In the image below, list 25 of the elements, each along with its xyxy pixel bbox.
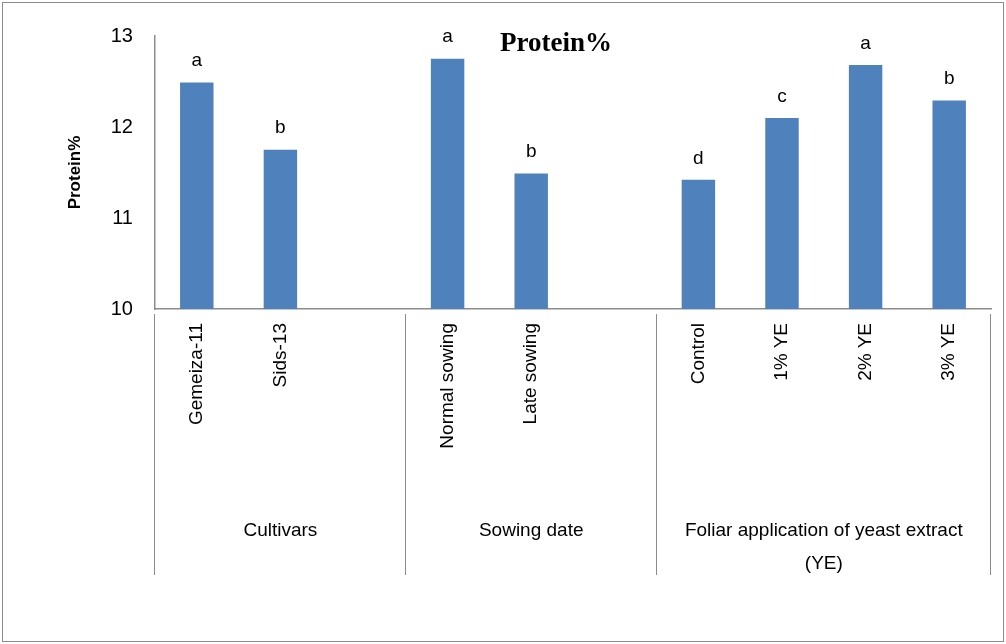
x-tick-label: Gemeiza-11 [185,323,207,426]
y-tick-label: 10 [110,296,133,319]
x-tick-label: Normal sowing [435,323,457,449]
x-tick-label: Control [686,323,708,385]
data-label: b [943,67,955,89]
data-label: a [191,49,203,71]
data-label: b [525,140,537,162]
chart-title: Protein% [500,26,612,57]
data-label: c [777,84,787,106]
data-label: b [275,116,286,138]
y-tick-label: 11 [112,205,133,228]
y-tick-label: 13 [110,23,133,46]
data-label: a [442,25,454,47]
x-tick-label: 1% YE [770,323,792,381]
data-label: d [693,146,704,168]
x-tick-label: Sids-13 [268,323,290,388]
y-axis-title: Protein% [64,135,84,210]
text: Cultivars [243,519,318,541]
y-tick-label: 12 [110,114,133,137]
text: Sowing date [478,519,584,541]
x-tick-label: 2% YE [853,323,875,381]
x-tick-label: 3% YE [937,323,959,381]
data-label: a [860,31,872,53]
text: Foliar application of yeast extract (YE) [684,519,964,574]
x-tick-label: Late sowing [519,323,541,425]
